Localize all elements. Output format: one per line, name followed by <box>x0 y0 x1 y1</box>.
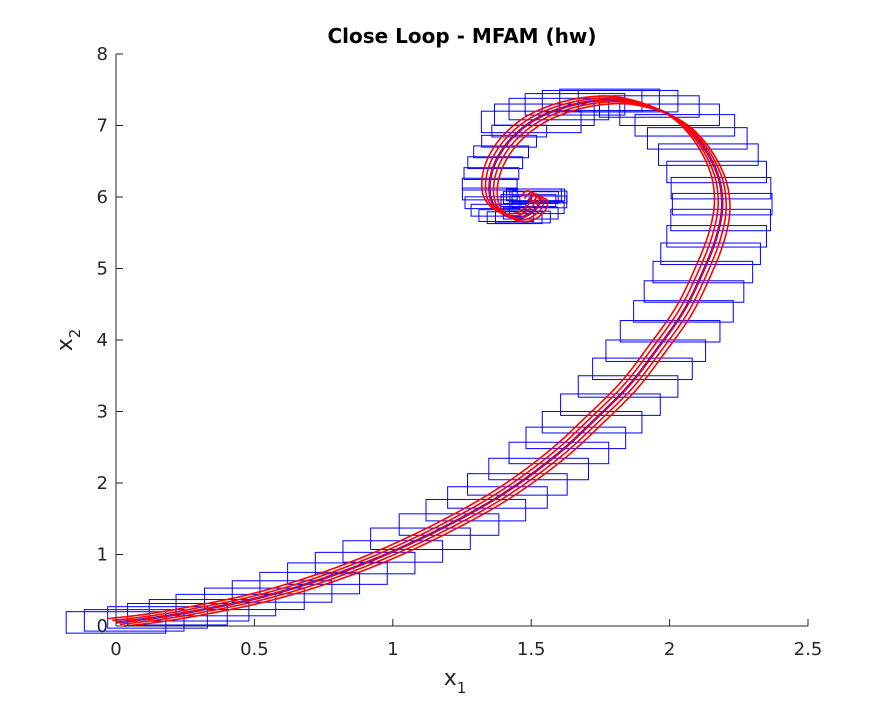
reach-box <box>605 339 707 362</box>
reach-box <box>599 95 700 118</box>
y-tick-label: 0 <box>97 616 108 637</box>
y-ticks: 0 1 2 3 4 5 6 7 8 <box>97 44 123 637</box>
reach-box <box>314 551 416 575</box>
reach-box <box>646 127 748 150</box>
x-tick-label: 2 <box>664 639 675 660</box>
x-tick-label: 1.5 <box>517 639 546 660</box>
trajectory-line-red <box>108 95 716 620</box>
reach-box <box>398 513 500 536</box>
reach-box <box>467 156 524 170</box>
y-axis-label-sub: 2 <box>66 329 84 339</box>
reach-box <box>127 603 228 626</box>
reach-box <box>494 210 551 224</box>
trajectory-line-red <box>123 102 731 627</box>
y-tick-label: 6 <box>97 187 108 208</box>
x-axis-label: x1 <box>444 666 467 697</box>
y-axis-label: x2 <box>53 329 84 352</box>
reach-box <box>231 580 333 603</box>
reach-box <box>592 357 693 381</box>
reach-box <box>425 498 527 522</box>
reach-box <box>107 606 208 629</box>
x-axis-label-main: x <box>444 666 457 691</box>
reach-box <box>559 88 660 112</box>
x-axis-label-sub: 1 <box>457 679 467 697</box>
reach-box <box>447 486 548 509</box>
reach-box <box>486 211 543 225</box>
x-ticks: 0 0.5 1 1.5 2 2.5 <box>110 619 822 660</box>
y-tick-label: 2 <box>97 473 108 494</box>
y-tick-label: 5 <box>97 259 108 280</box>
reach-box <box>633 300 734 323</box>
reach-box <box>370 527 471 550</box>
trajectory-line-red <box>115 99 723 624</box>
reach-box <box>508 97 610 121</box>
reach-box <box>541 89 643 113</box>
y-tick-label: 7 <box>97 116 108 137</box>
trajectory-line-red <box>119 100 727 626</box>
reach-box <box>577 375 679 398</box>
reach-box <box>259 571 361 595</box>
reach-box <box>467 473 568 496</box>
y-axis-label-main: x <box>53 338 78 351</box>
x-tick-label: 0.5 <box>240 639 269 660</box>
reach-box <box>342 540 444 563</box>
x-tick-label: 2.5 <box>794 639 823 660</box>
y-tick-label: 4 <box>97 330 108 351</box>
x-tick-label: 1 <box>387 639 398 660</box>
reach-box <box>175 593 277 617</box>
y-tick-label: 3 <box>97 402 108 423</box>
y-tick-label: 8 <box>97 44 108 65</box>
reach-box <box>473 145 530 159</box>
reach-box <box>666 225 767 248</box>
red-trajectories <box>108 95 731 627</box>
chart-title: Close Loop - MFAM (hw) <box>327 24 596 48</box>
reach-box <box>83 609 185 632</box>
y-tick-label: 1 <box>97 545 108 566</box>
reach-box <box>670 208 771 232</box>
reach-box <box>619 320 721 343</box>
trajectory-line-red <box>111 97 720 622</box>
x-tick-label: 0 <box>110 639 121 660</box>
reach-box <box>204 587 305 611</box>
reach-box <box>148 599 250 622</box>
reach-box <box>480 110 582 134</box>
